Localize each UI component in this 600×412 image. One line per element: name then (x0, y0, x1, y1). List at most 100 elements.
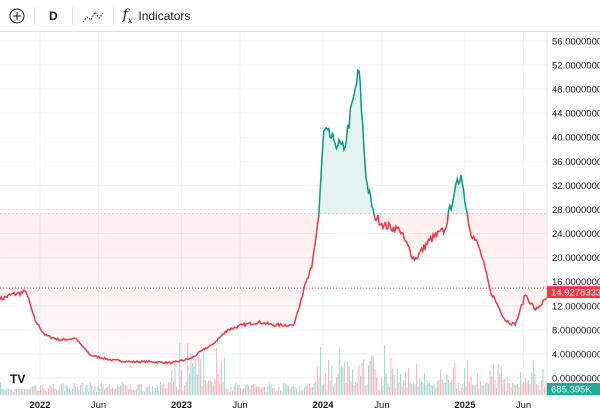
volume-bar (360, 376, 362, 395)
volume-bar (544, 386, 546, 395)
volume-bar (196, 375, 198, 395)
indicators-button[interactable]: fx Indicators (114, 0, 200, 31)
volume-bar (235, 382, 237, 395)
volume-bar (417, 386, 419, 395)
add-symbol-button[interactable] (0, 0, 34, 31)
volume-bar (100, 382, 102, 395)
volume-bar (24, 388, 26, 395)
volume-bar (393, 375, 395, 395)
volume-bar (1, 389, 3, 395)
volume-bar (289, 388, 291, 395)
volume-bar (396, 368, 398, 395)
volume-bar (152, 385, 154, 395)
volume-bar (297, 391, 299, 395)
volume-bar (536, 383, 538, 395)
volume-bar (318, 377, 320, 395)
volume-bar (121, 382, 123, 395)
volume-bar (51, 387, 53, 395)
volume-bar (222, 381, 224, 395)
x-tick-label: 2023 (171, 400, 192, 411)
tradingview-logo[interactable]: TV (5, 367, 31, 389)
x-tick-label: 2024 (312, 400, 334, 411)
volume-bar (316, 366, 318, 395)
volume-bar (395, 388, 397, 395)
volume-bar (188, 373, 190, 395)
volume-bar (294, 386, 296, 395)
volume-bar (238, 385, 240, 395)
volume-bar (240, 388, 242, 395)
area-below-baseline (0, 213, 547, 364)
volume-bar (329, 380, 331, 395)
volume-bar (492, 364, 494, 395)
volume-bar (542, 368, 544, 395)
last-volume-label: 685.395K (547, 383, 600, 396)
volume-bar (185, 381, 187, 395)
volume-bar (441, 380, 443, 395)
volume-bar (158, 390, 160, 395)
volume-bar (382, 385, 384, 395)
volume-bar (36, 390, 38, 395)
time-axis[interactable]: 2022 Jun 2023 Jun 2024 Jun 2025 Jun (0, 394, 600, 411)
volume-bar (488, 384, 490, 395)
volume-bar (414, 384, 416, 395)
volume-bar (358, 365, 360, 395)
volume-bar (449, 382, 451, 395)
volume-bar (22, 384, 24, 395)
price-axis[interactable]: 56.00000000 52.00000000 48.00000000 44.0000… (546, 32, 600, 395)
volume-bar (356, 382, 358, 395)
volume-bar (337, 373, 339, 395)
volume-bar (256, 386, 258, 395)
volume-bar (44, 390, 46, 395)
volume-bar (52, 383, 54, 395)
volume-bars (0, 343, 547, 395)
divider (34, 6, 35, 25)
volume-bar (134, 390, 136, 395)
volume-bar (292, 386, 294, 395)
volume-bar (241, 389, 243, 395)
volume-bar (475, 385, 477, 395)
volume-bar (156, 385, 158, 395)
x-tick-label: Jun (91, 400, 106, 411)
chart-type-button[interactable] (73, 0, 113, 31)
y-tick-label: 56.00000000 (552, 36, 600, 47)
volume-bar (120, 385, 122, 395)
volume-bar (404, 372, 406, 395)
volume-bar (195, 359, 197, 395)
volume-bar (88, 391, 90, 395)
volume-bar (545, 381, 547, 395)
volume-bar (198, 354, 200, 395)
volume-bar (276, 391, 278, 395)
y-tick-label: 36.00000000 (552, 157, 600, 168)
volume-bar (84, 386, 86, 395)
price-chart[interactable]: 56.00000000 52.00000000 48.00000000 44.0000… (0, 32, 600, 412)
volume-bar (27, 384, 29, 395)
volume-bar (62, 383, 64, 395)
volume-bar (283, 382, 285, 395)
volume-bar (476, 373, 478, 395)
volume-bar (228, 391, 230, 395)
volume-bar (262, 387, 264, 395)
volume-bar (113, 389, 115, 395)
volume-bar (363, 359, 365, 395)
volume-bar (470, 376, 472, 395)
volume-bar (505, 391, 507, 395)
volume-bar (310, 387, 312, 395)
volume-bar (193, 366, 195, 395)
volume-bar (214, 378, 216, 395)
volume-bar (12, 391, 14, 395)
volume-bar (332, 386, 334, 395)
volume-bar (70, 391, 72, 395)
interval-button[interactable]: D (49, 8, 58, 23)
volume-bar (299, 385, 301, 395)
volume-bar (416, 364, 418, 395)
volume-bar (384, 345, 386, 395)
price-line-up (318, 69, 469, 214)
volume-bar (406, 387, 408, 395)
volume-bar (379, 390, 381, 395)
volume-bar (35, 385, 37, 395)
volume-bar (473, 385, 475, 395)
volume-bar (387, 383, 389, 395)
volume-bar (368, 365, 370, 395)
volume-bar (147, 386, 149, 395)
volume-bar (257, 386, 259, 395)
